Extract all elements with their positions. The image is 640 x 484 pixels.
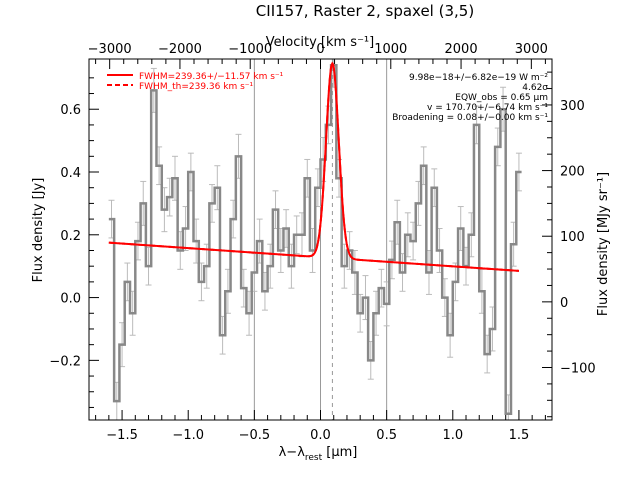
x-tick-label: 0.0 [310,428,331,443]
annotation-text: 4.62σ [522,83,548,93]
top-tick-label: −2000 [158,42,202,57]
x-axis-label: λ−λrest [μm] [279,445,358,463]
right-tick-label: 300 [560,99,585,114]
x-axis-label-sub: rest [305,453,323,463]
right-tick-label: 0 [560,296,568,311]
spectrum-line [108,64,522,415]
y-tick-label: 0.6 [60,103,81,118]
legend-label: FWHM=239.36+/−11.57 km s⁻¹ [139,72,284,82]
plot-area: −1.5 −1.0 −0.5 0.0 0.5 1.0 1.5−3000 −2000 −1000 0… [49,42,595,443]
annotation-text: 9.98e−18+/−6.82e−19 W m⁻² [409,73,548,83]
top-tick-label: 1000 [374,42,407,57]
x-tick-label: 1.5 [509,428,530,443]
x-tick-label: −1.0 [172,428,204,443]
fit-line [108,61,520,272]
top-tick-label: 3000 [515,42,548,57]
right-axis-label: Flux density [MJy sr⁻¹] [596,172,611,316]
x-axis-label-main: λ−λ [279,445,306,460]
annotation-text: EQW_obs = 0.65 μm [455,93,548,103]
top-tick-label: 0 [316,42,324,57]
annotation-text: Broadening = 0.08+/−0.00 km s⁻¹ [392,113,548,123]
x-tick-label: −1.5 [106,428,138,443]
top-tick-label: −3000 [88,42,132,57]
chart-title: CII157, Raster 2, spaxel (3,5) [256,2,474,20]
right-tick-label: −100 [560,361,596,376]
y-tick-label: −0.2 [49,354,81,369]
top-tick-label: 2000 [445,42,478,57]
y-tick-label: 0.4 [60,166,81,181]
y-tick-label: 0.2 [60,229,81,244]
x-tick-label: 1.0 [442,428,463,443]
annotation-text: v = 170.70+/−6.74 km s⁻¹ [427,103,548,113]
x-tick-label: −0.5 [239,428,271,443]
legend-label: FWHM_th=239.36 km s⁻¹ [139,82,254,92]
top-axis-label: Velocity [km s⁻¹] [266,35,374,50]
right-tick-label: 200 [560,165,585,180]
right-tick-label: 100 [560,230,585,245]
y-tick-label: 0.0 [60,292,81,307]
x-axis-label-units: [μm] [322,445,357,460]
y-axis-label: Flux density [Jy] [31,178,46,283]
top-tick-label: −1000 [228,42,272,57]
x-tick-label: 0.5 [376,428,397,443]
